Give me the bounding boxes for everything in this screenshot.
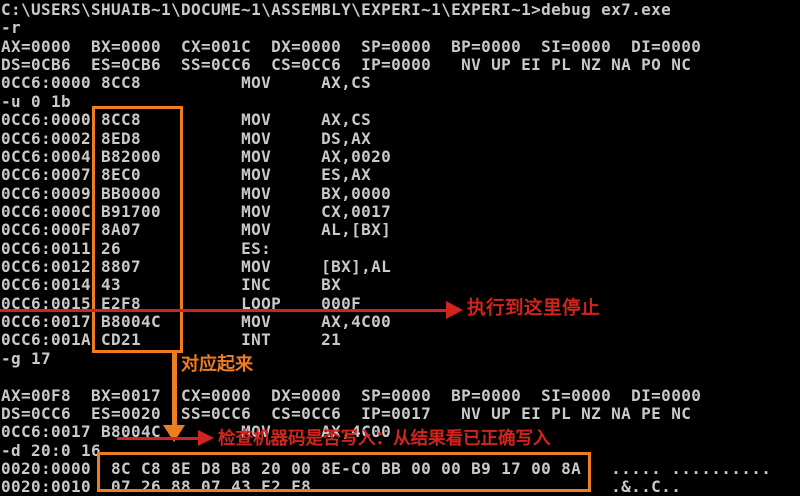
terminal-line-u-command: -u 0 1b <box>1 91 72 111</box>
stop-arrow-line <box>0 309 446 312</box>
stop-arrow-right-head-icon <box>446 301 463 319</box>
correspond-arrow-line <box>172 351 177 425</box>
terminal-line-current-instruction-2: 0CC6:0017 B8004C MOV AX,4C00 <box>1 422 392 442</box>
terminal-line-disasm-0002: 0CC6:0002 8ED8 MOV DS,AX <box>1 128 372 148</box>
terminal-line-current-instruction-1: 0CC6:0000 8CC8 MOV AX,CS <box>1 73 372 93</box>
terminal-line-d-command: -d 20:0 16 <box>1 440 102 460</box>
terminal-line-disasm-0015: 0CC6:0015 E2F8 LOOP 000F <box>1 293 362 313</box>
terminal-line-dump-row-1: 0020:0000 8C C8 8E D8 B8 20 00 8E-C0 BB … <box>1 458 772 478</box>
terminal-line-disasm-0004: 0CC6:0004 B82000 MOV AX,0020 <box>1 146 392 166</box>
terminal-line-disasm-0009: 0CC6:0009 BB0000 MOV BX,0000 <box>1 183 392 203</box>
terminal-line-disasm-001A: 0CC6:001A CD21 INT 21 <box>1 330 342 350</box>
terminal-line-disasm-0012: 0CC6:0012 8807 MOV [BX],AL <box>1 257 392 277</box>
check-arrow-right-head-icon <box>198 430 214 446</box>
terminal-line-disasm-0011: 0CC6:0011 26 ES: <box>1 238 272 258</box>
correspond-label: 对应起来 <box>181 354 253 375</box>
terminal-line-dump-row-2: 0020:0010 07 26 88 07 43 E2 F8 .&..C.. <box>1 477 682 496</box>
terminal-line-blank <box>1 368 800 386</box>
check-arrow-line <box>117 437 198 440</box>
terminal-line-disasm-000F: 0CC6:000F 8A07 MOV AL,[BX] <box>1 220 392 240</box>
terminal-line-r-command: -r <box>1 18 22 38</box>
check-label: 检查机器码是否写入：从结果看已正确写入 <box>218 429 551 449</box>
terminal-line-disasm-000C: 0CC6:000C B91700 MOV CX,0017 <box>1 201 392 221</box>
terminal-line-disasm-0007: 0CC6:0007 8EC0 MOV ES,AX <box>1 165 372 185</box>
terminal-line-registers-1: AX=0000 BX=0000 CX=001C DX=0000 SP=0000 … <box>1 36 702 56</box>
stop-label: 执行到这里停止 <box>467 298 601 319</box>
terminal-line-prompt-debug-command: C:\USERS\SHUAIB~1\DOCUME~1\ASSEMBLY\EXPE… <box>1 0 672 19</box>
terminal-line-disasm-0000: 0CC6:0000 8CC8 MOV AX,CS <box>1 110 372 130</box>
highlight-box-memory-dump-bytes <box>97 452 591 492</box>
terminal-line-segments-2: DS=0CC6 ES=0020 SS=0CC6 CS=0CC6 IP=0017 … <box>1 403 692 423</box>
terminal-line-registers-2: AX=00F8 BX=0017 CX=0000 DX=0000 SP=0000 … <box>1 385 702 405</box>
highlight-box-machine-code-column <box>92 106 183 353</box>
terminal-line-g-command: -g 17 <box>1 348 52 368</box>
terminal-line-disasm-0017: 0CC6:0017 B8004C MOV AX,4C00 <box>1 312 392 332</box>
terminal-line-segments-1: DS=0CB6 ES=0CB6 SS=0CC6 CS=0CC6 IP=0000 … <box>1 55 692 75</box>
terminal-line-disasm-0014: 0CC6:0014 43 INC BX <box>1 275 342 295</box>
